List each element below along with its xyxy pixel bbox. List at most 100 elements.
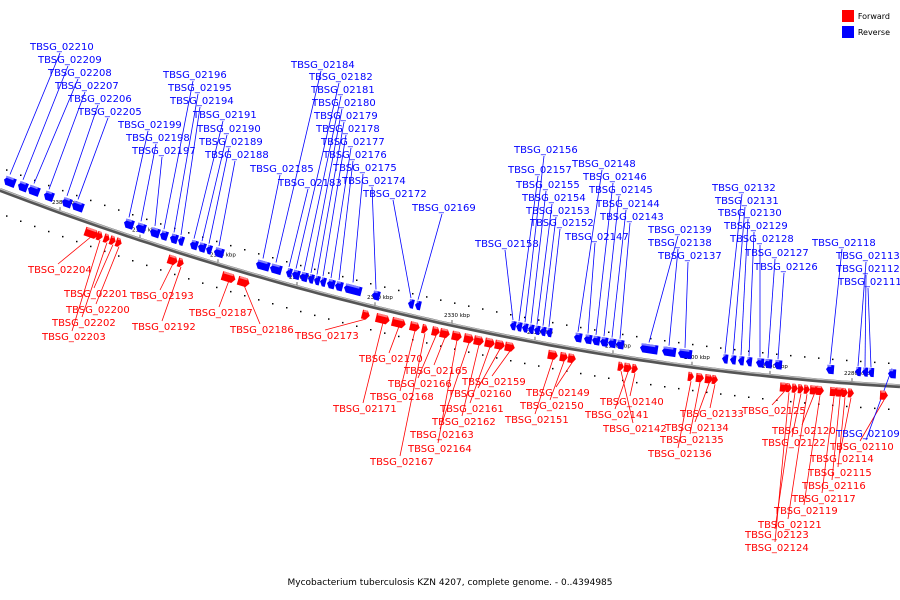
gene-feature[interactable] (661, 346, 677, 358)
gene-feature[interactable] (16, 180, 29, 193)
gene-feature[interactable] (785, 382, 793, 393)
gene-feature[interactable] (484, 337, 496, 349)
gene-feature[interactable] (60, 196, 73, 209)
gene-feature[interactable] (463, 333, 475, 344)
gene-feature[interactable] (567, 353, 576, 364)
forward-gene-arrow[interactable] (879, 390, 889, 400)
gene-feature[interactable] (729, 355, 737, 365)
reverse-gene-arrow[interactable] (509, 321, 517, 331)
gene-feature[interactable] (431, 326, 441, 337)
gene-feature[interactable] (374, 313, 391, 325)
gene-feature[interactable] (420, 323, 429, 334)
gene-feature[interactable] (527, 324, 535, 334)
forward-gene-arrow[interactable] (114, 237, 124, 247)
forward-gene-arrow[interactable] (559, 351, 568, 362)
forward-gene-arrow[interactable] (431, 326, 441, 337)
gene-feature[interactable] (313, 275, 321, 286)
reverse-gene-arrow[interactable] (197, 242, 207, 253)
reverse-gene-arrow[interactable] (42, 190, 55, 203)
gene-feature[interactable] (803, 384, 811, 395)
gene-feature[interactable] (451, 330, 463, 342)
gene-feature[interactable] (494, 339, 506, 351)
reverse-gene-arrow[interactable] (737, 356, 745, 366)
forward-gene-arrow[interactable] (617, 361, 624, 372)
gene-feature[interactable] (176, 257, 185, 268)
reverse-gene-arrow[interactable] (299, 271, 309, 283)
gene-feature[interactable] (764, 358, 773, 369)
reverse-gene-arrow[interactable] (515, 322, 523, 332)
gene-feature[interactable] (213, 247, 225, 259)
gene-feature[interactable] (737, 356, 745, 366)
gene-feature[interactable] (639, 343, 659, 355)
reverse-gene-arrow[interactable] (60, 197, 73, 209)
reverse-gene-arrow[interactable] (149, 227, 161, 239)
gene-feature[interactable] (42, 190, 55, 203)
gene-feature[interactable] (70, 200, 85, 213)
gene-feature[interactable] (591, 335, 601, 346)
reverse-gene-arrow[interactable] (764, 359, 773, 369)
gene-feature[interactable] (868, 367, 875, 378)
reverse-gene-arrow[interactable] (545, 327, 553, 338)
forward-gene-arrow[interactable] (95, 230, 105, 241)
reverse-gene-arrow[interactable] (527, 324, 535, 334)
gene-feature[interactable] (123, 218, 135, 230)
reverse-gene-arrow[interactable] (868, 367, 875, 378)
gene-feature[interactable] (95, 230, 105, 241)
reverse-gene-arrow[interactable] (159, 230, 169, 241)
gene-feature[interactable] (599, 336, 609, 347)
gene-feature[interactable] (847, 388, 855, 398)
reverse-gene-arrow[interactable] (756, 358, 765, 368)
gene-feature[interactable] (888, 369, 897, 379)
gene-feature[interactable] (177, 235, 186, 247)
gene-feature[interactable] (521, 323, 529, 333)
gene-feature[interactable] (236, 275, 251, 288)
gene-feature[interactable] (2, 175, 17, 188)
reverse-gene-arrow[interactable] (135, 222, 147, 234)
gene-feature[interactable] (695, 372, 704, 383)
gene-feature[interactable] (826, 364, 835, 375)
reverse-gene-arrow[interactable] (371, 290, 381, 301)
reverse-gene-arrow[interactable] (729, 355, 737, 365)
gene-feature[interactable] (307, 273, 315, 284)
forward-gene-arrow[interactable] (687, 371, 694, 382)
gene-feature[interactable] (334, 280, 344, 292)
reverse-gene-arrow[interactable] (599, 337, 609, 347)
gene-feature[interactable] (135, 222, 147, 234)
gene-feature[interactable] (102, 233, 112, 243)
gene-feature[interactable] (255, 259, 271, 272)
gene-feature[interactable] (205, 244, 214, 255)
forward-gene-arrow[interactable] (623, 362, 632, 373)
forward-gene-arrow[interactable] (847, 388, 855, 398)
gene-feature[interactable] (197, 242, 207, 253)
gene-feature[interactable] (791, 383, 799, 394)
reverse-gene-arrow[interactable] (407, 299, 415, 309)
forward-gene-arrow[interactable] (695, 372, 704, 383)
gene-feature[interactable] (756, 358, 765, 368)
gene-feature[interactable] (285, 267, 293, 278)
gene-feature[interactable] (504, 341, 516, 353)
reverse-gene-arrow[interactable] (591, 335, 601, 346)
gene-feature[interactable] (746, 356, 753, 367)
reverse-gene-arrow[interactable] (269, 263, 283, 276)
gene-feature[interactable] (815, 385, 825, 396)
gene-feature[interactable] (390, 316, 407, 329)
gene-feature[interactable] (515, 321, 523, 332)
reverse-gene-arrow[interactable] (583, 334, 593, 345)
gene-feature[interactable] (841, 387, 849, 398)
reverse-gene-arrow[interactable] (539, 326, 547, 337)
gene-feature[interactable] (371, 290, 381, 301)
gene-feature[interactable] (545, 327, 553, 338)
reverse-gene-arrow[interactable] (291, 269, 301, 281)
gene-feature[interactable] (797, 384, 805, 394)
gene-feature[interactable] (559, 351, 568, 362)
reverse-gene-arrow[interactable] (326, 279, 336, 290)
forward-gene-arrow[interactable] (797, 384, 805, 394)
gene-feature[interactable] (687, 371, 694, 382)
forward-gene-arrow[interactable] (102, 233, 112, 243)
gene-feature[interactable] (855, 366, 862, 377)
gene-feature[interactable] (114, 237, 124, 247)
gene-feature[interactable] (291, 269, 301, 281)
gene-feature[interactable] (299, 271, 309, 283)
gene-feature[interactable] (533, 325, 541, 336)
gene-feature[interactable] (439, 327, 451, 339)
